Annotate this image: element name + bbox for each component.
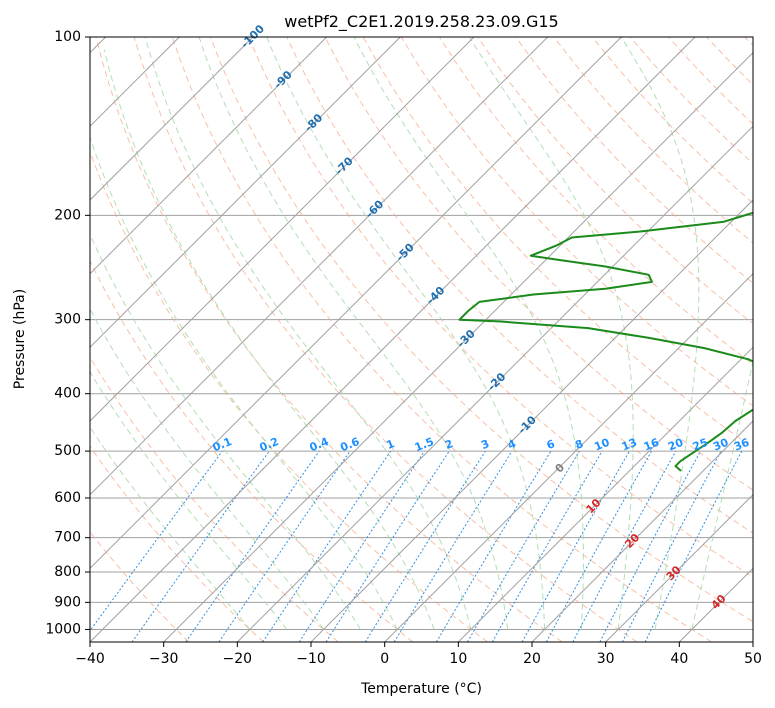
dry-adiabat-line: [248, 37, 753, 578]
mixing-ratio-label: 8: [573, 437, 585, 452]
pressure-gridlines: [90, 37, 753, 630]
x-tick-label: 0: [380, 651, 389, 667]
isotherm-line: [310, 199, 753, 642]
moist-adiabat-line: [198, 37, 509, 630]
y-tick-label: 900: [54, 594, 81, 610]
x-axis-title: Temperature (°C): [360, 681, 482, 697]
y-tick-label: 1000: [45, 621, 81, 637]
isotherm-line: [163, 51, 753, 642]
x-tick-label: −30: [149, 651, 179, 667]
moist-adiabats: [90, 37, 753, 630]
moist-adiabat-line: [353, 37, 584, 630]
dry-adiabat-line: [210, 37, 753, 623]
dewpoint-profile-line: [458, 211, 753, 472]
y-tick-label: 200: [54, 207, 81, 223]
y-axis-title: Pressure (hPa): [12, 289, 28, 389]
isotherm-line: [90, 37, 475, 422]
isotherm-line: [531, 420, 753, 642]
dry-adiabat-line: [90, 259, 414, 642]
moist-adiabat-line: [90, 232, 361, 630]
mixing-ratio-line: [298, 450, 425, 642]
dry-adiabat-line: [171, 37, 712, 642]
mixing-ratio-line: [185, 450, 320, 642]
mixing-ratio-label: 13: [620, 436, 639, 454]
isotherm-line: [90, 37, 696, 642]
mixing-ratio-line: [572, 450, 677, 642]
mixing-ratio-line: [393, 450, 513, 642]
isotherm-line: [236, 125, 753, 642]
mixing-ratio-label: 1: [385, 437, 397, 452]
dry-adiabats: [90, 37, 753, 642]
mixing-ratio-line: [621, 450, 722, 642]
y-tick-label: 300: [54, 312, 81, 328]
moist-adiabat-line: [266, 37, 546, 630]
y-tick-label: 400: [54, 386, 81, 402]
isotherm-line: [457, 346, 753, 642]
mixing-ratio-label: 20: [666, 436, 685, 454]
moist-adiabat-line: [620, 37, 700, 630]
isotherm-line: [90, 37, 401, 349]
isotherm-line: [90, 37, 328, 275]
dry-adiabat-line: [515, 37, 753, 284]
mixing-ratio-line: [325, 450, 450, 642]
y-tick-label: 100: [54, 29, 81, 45]
x-tick-label: 30: [597, 651, 615, 667]
moist-adiabat-line: [469, 37, 634, 630]
dry-adiabat-line: [95, 37, 563, 642]
mixing-ratio-label: 30: [711, 436, 730, 454]
moist-adiabat-line: [90, 370, 288, 630]
mixing-ratio-line: [545, 450, 653, 642]
y-tick-label: 800: [54, 564, 81, 580]
moist-adiabat-line: [144, 37, 472, 630]
mixing-ratio-label: 16: [642, 436, 661, 454]
moist-adiabat-line: [90, 308, 324, 630]
moist-adiabat-line: [103, 49, 435, 630]
dry-adiabat-line: [90, 445, 264, 642]
y-tick-label: 500: [54, 443, 81, 459]
x-tick-label: −20: [223, 651, 253, 667]
x-tick-label: 50: [744, 651, 762, 667]
plot-area: [90, 37, 753, 642]
dry-adiabat-line: [324, 37, 753, 491]
mixing-ratio-line: [521, 450, 630, 642]
isotherm-line: [90, 37, 622, 570]
mixing-ratio-label: 25: [691, 436, 710, 454]
dry-adiabat-line: [133, 37, 638, 642]
x-axis-ticks: −40 −30 −20 −10 0 10 20 30 40 50: [75, 642, 762, 667]
moist-adiabat-line: [691, 358, 753, 630]
mixing-ratio-label: 2: [443, 437, 455, 452]
mixing-ratio-line: [218, 450, 351, 642]
mixing-ratio-line: [90, 450, 223, 632]
mixing-ratio-line: [262, 450, 392, 642]
isotherm-line: [384, 272, 753, 642]
moist-adiabat-line: [90, 135, 398, 630]
dry-adiabat-line: [90, 356, 339, 642]
x-tick-label: −10: [296, 651, 326, 667]
x-tick-label: 40: [670, 651, 688, 667]
profile-series: [458, 211, 753, 472]
dry-adiabat-line: [286, 37, 753, 534]
isotherm-line: [90, 37, 254, 201]
chart-title: wetPf2_C2E1.2019.258.23.09.G15: [284, 12, 558, 32]
mixing-ratio-label: 10: [592, 436, 611, 454]
plot-frame: [89, 36, 754, 643]
y-tick-label: 600: [54, 490, 81, 506]
isotherm-line: [90, 37, 549, 496]
isotherm-line: [605, 493, 753, 642]
x-tick-label: 10: [449, 651, 467, 667]
x-tick-label: −40: [75, 651, 105, 667]
y-axis-ticks: 100 200 300 400 500 600 700 800 900 1000: [45, 29, 90, 637]
mixing-ratio-label: 36: [732, 436, 751, 454]
y-tick-label: 700: [54, 530, 81, 546]
mixing-ratio-label: 3: [479, 437, 491, 452]
mixing-ratio-line: [644, 450, 743, 642]
isotherms: [90, 37, 753, 642]
x-tick-label: 20: [523, 651, 541, 667]
